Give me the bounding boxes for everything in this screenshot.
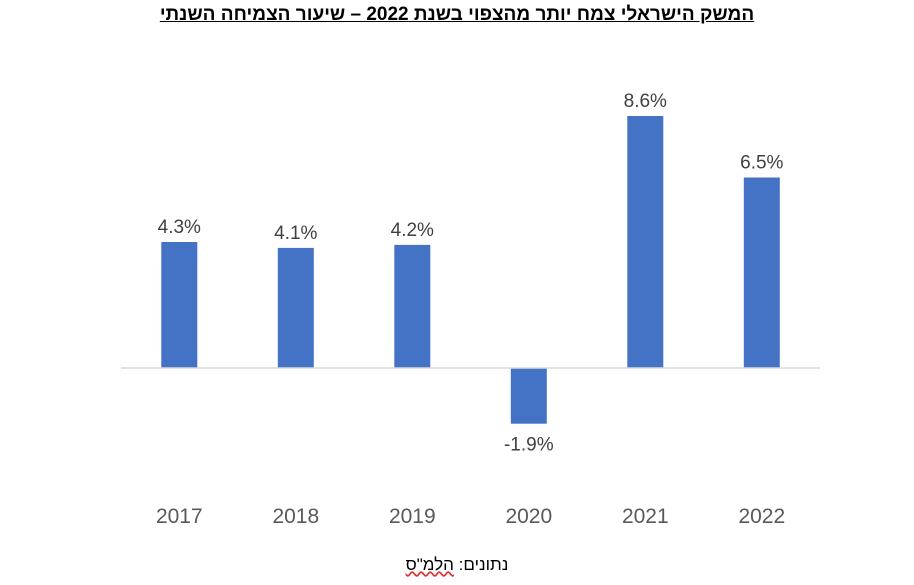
data-label-2018: 4.1% [274,223,317,244]
data-label-2019: 4.2% [391,220,434,241]
x-tick-2017: 2017 [156,505,203,528]
x-tick-2019: 2019 [389,505,436,528]
bar-2020 [510,368,547,424]
data-label-2022: 6.5% [740,153,783,174]
source-prefix: נתונים: [458,555,509,574]
x-tick-2018: 2018 [272,505,319,528]
data-label-2021: 8.6% [624,91,667,112]
data-labels-group: 4.3% 4.1% 4.2% -1.9% 8.6% 6.5% [158,91,784,456]
chart-title: המשק הישראלי צמח יותר מהצפוי בשנת 2022 –… [159,4,755,25]
data-label-2020: -1.9% [504,435,554,456]
x-axis-tick-labels: 2017 2018 2019 2020 2021 2022 [156,505,785,528]
source-name: הלמ"ס [405,555,454,574]
x-tick-2022: 2022 [738,505,785,528]
x-tick-2021: 2021 [622,505,669,528]
bar-2018 [277,247,314,368]
chart-source: נתונים: הלמ"ס [0,555,914,575]
bars-group [161,116,780,424]
bar-2019 [394,244,431,368]
data-label-2017: 4.3% [158,217,201,238]
bar-2017 [161,242,198,368]
bar-2021 [627,116,664,368]
bar-2022 [743,177,780,368]
x-tick-2020: 2020 [505,505,552,528]
